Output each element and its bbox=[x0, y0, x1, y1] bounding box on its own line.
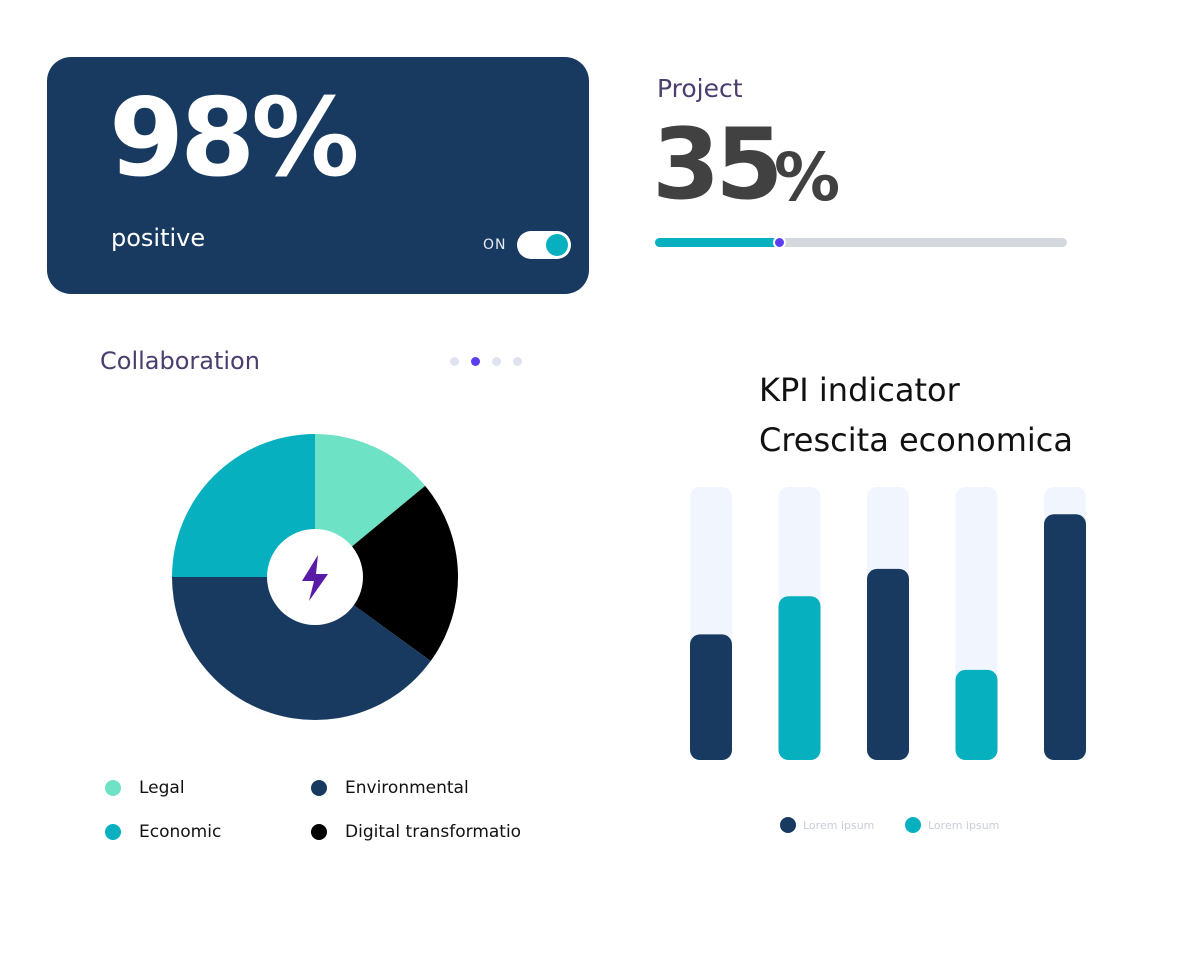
project-value: 35 bbox=[652, 108, 783, 222]
bar-1 bbox=[690, 634, 732, 760]
bar-legend-swatch-1 bbox=[780, 817, 796, 833]
kpi-title: KPI indicator Crescita economica bbox=[759, 366, 1073, 465]
bar-4 bbox=[955, 669, 998, 760]
legend-swatch-legal bbox=[105, 780, 121, 796]
collaboration-title: Collaboration bbox=[100, 347, 260, 375]
legend-item-economic: Economic bbox=[105, 822, 221, 842]
bar-legend-swatch-2 bbox=[905, 817, 921, 833]
legend-label-legal: Legal bbox=[139, 778, 185, 798]
pager-dots bbox=[450, 357, 522, 366]
pager-dot-4[interactable] bbox=[513, 357, 522, 366]
bar-legend-item-2: Lorem ipsum bbox=[905, 817, 999, 833]
toggle-group: ON bbox=[483, 231, 571, 259]
positive-value: 98% bbox=[109, 76, 360, 201]
bar-2 bbox=[778, 596, 821, 760]
lightning-icon bbox=[302, 555, 328, 601]
bar-3 bbox=[867, 568, 909, 760]
pager-dot-3[interactable] bbox=[492, 357, 501, 366]
positive-label: positive bbox=[111, 224, 206, 252]
bar-5 bbox=[1044, 514, 1086, 760]
positive-card: 98% positive ON bbox=[47, 57, 589, 294]
bar-legend-label-1: Lorem ipsum bbox=[803, 818, 875, 832]
pager-dot-2[interactable] bbox=[471, 357, 480, 366]
progress-handle[interactable] bbox=[772, 236, 786, 249]
legend-item-legal: Legal bbox=[105, 778, 185, 798]
bar-legend-item-1: Lorem ipsum bbox=[780, 817, 874, 833]
pie-slice-environmental bbox=[172, 577, 431, 720]
legend-item-environmental: Environmental bbox=[311, 778, 469, 798]
legend-label-digital: Digital transformatio bbox=[345, 822, 522, 842]
pie-slice-digital-transformatio bbox=[315, 485, 458, 662]
legend-item-digital: Digital transformatio bbox=[311, 822, 521, 842]
legend-label-economic: Economic bbox=[139, 822, 222, 842]
legend-swatch-digital bbox=[311, 824, 327, 840]
toggle-switch[interactable] bbox=[516, 231, 571, 259]
project-label: Project bbox=[657, 74, 743, 103]
legend-label-environmental: Environmental bbox=[345, 778, 469, 798]
pager-dot-1[interactable] bbox=[450, 357, 459, 366]
kpi-title-line1: KPI indicator bbox=[759, 371, 960, 409]
legend-swatch-environmental bbox=[311, 780, 327, 796]
progress-fill bbox=[655, 238, 779, 247]
project-unit: % bbox=[774, 139, 841, 216]
toggle-label: ON bbox=[483, 237, 507, 253]
pie-slice-economic bbox=[172, 434, 315, 577]
kpi-title-line2: Crescita economica bbox=[759, 420, 1073, 459]
toggle-knob bbox=[545, 234, 568, 256]
legend-swatch-economic bbox=[105, 824, 121, 840]
bar-legend-label-2: Lorem ipsum bbox=[928, 818, 1000, 832]
collaboration-pie-chart bbox=[172, 434, 458, 720]
kpi-bar-chart bbox=[690, 487, 1086, 760]
project-progress-bar bbox=[655, 236, 1067, 249]
